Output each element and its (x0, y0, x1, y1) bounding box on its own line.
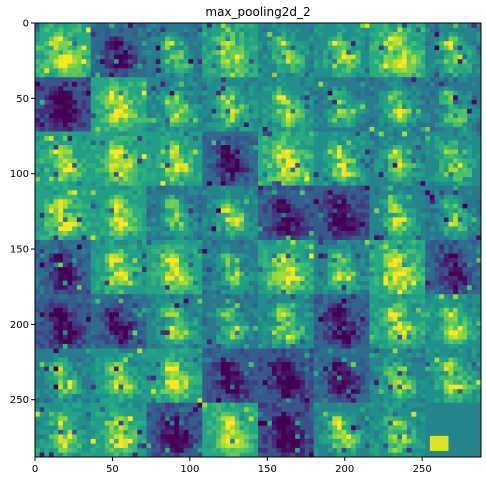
axes-frame (34, 22, 482, 458)
feature-map-tile (202, 240, 259, 295)
x-axis: 0 50 100 150 200 250 (32, 457, 432, 475)
feature-map-grid (35, 23, 482, 458)
feature-map-tile (313, 294, 370, 349)
feature-map-tile (425, 77, 482, 132)
x-tick-label: 150 (258, 464, 277, 475)
feature-map-tile (313, 23, 370, 78)
feature-map-tile (202, 402, 259, 458)
y-axis: 0 50 100 150 200 250 (10, 19, 35, 406)
y-tick-label: 50 (16, 94, 29, 105)
feature-map-tile (313, 402, 370, 458)
feature-map-tile (425, 240, 482, 295)
feature-map-tile (369, 402, 426, 458)
x-tick-label: 0 (32, 464, 38, 475)
x-tick-label: 200 (335, 464, 354, 475)
feature-map-tile (146, 402, 203, 458)
feature-map-tile (258, 402, 315, 458)
feature-map-tile (90, 23, 147, 78)
feature-map-tile (369, 131, 426, 187)
feature-map-tile (35, 131, 92, 187)
feature-map-tile (369, 185, 426, 241)
feature-map-tile (202, 348, 259, 404)
feature-map-tile (90, 77, 147, 132)
feature-map-tile (35, 77, 92, 132)
feature-map-tile (146, 348, 203, 404)
feature-map-tile (258, 294, 315, 349)
feature-map-tile (258, 23, 315, 78)
feature-map-tile (313, 77, 370, 132)
y-tick-label: 0 (23, 19, 29, 30)
feature-map-tile (35, 294, 92, 349)
feature-map-tile (425, 131, 482, 187)
y-tick-label: 250 (10, 395, 29, 406)
feature-map-tile (35, 23, 92, 78)
feature-map-tile (90, 131, 147, 187)
feature-map-tile (425, 402, 482, 458)
feature-map-tile (425, 23, 482, 78)
feature-map-tile (258, 185, 315, 241)
feature-map-tile (90, 240, 147, 295)
feature-map-tile (369, 294, 426, 349)
feature-map-tile (202, 185, 259, 241)
feature-map-tile (313, 240, 370, 295)
feature-map-tile (258, 348, 315, 404)
feature-map-tile (202, 77, 259, 132)
feature-map-tile (90, 294, 147, 349)
feature-map-tile (258, 240, 315, 295)
feature-map-tile (313, 185, 370, 241)
feature-map-tile (202, 131, 259, 187)
feature-map-tile (258, 77, 315, 132)
feature-map-tile (369, 348, 426, 404)
feature-map-tile (146, 294, 203, 349)
x-tick-label: 250 (413, 464, 432, 475)
feature-map-tile (90, 348, 147, 404)
feature-map-tile (425, 348, 482, 404)
feature-map-tile (35, 185, 92, 241)
feature-map-tile (90, 402, 147, 458)
feature-map-tile (369, 240, 426, 295)
feature-map-tile (35, 402, 92, 458)
feature-map-tile (35, 348, 92, 404)
y-tick-label: 150 (10, 245, 29, 256)
feature-map-tile (90, 185, 147, 241)
feature-map-tile (258, 131, 315, 187)
feature-map-tile (202, 23, 259, 78)
feature-map-tile (369, 23, 426, 78)
feature-map-tile (369, 77, 426, 132)
feature-map-tile (313, 348, 370, 404)
y-tick-label: 200 (10, 320, 29, 331)
feature-map-tile (202, 294, 259, 349)
feature-map-tile (146, 240, 203, 295)
x-tick-label: 50 (106, 464, 119, 475)
feature-map-tile (425, 185, 482, 241)
feature-map-tile (313, 131, 370, 187)
x-tick-label: 100 (180, 464, 199, 475)
feature-map-tile (146, 77, 203, 132)
feature-map-tile (35, 240, 92, 295)
y-tick-label: 100 (10, 169, 29, 180)
feature-map-tile (146, 131, 203, 187)
feature-map-tile (146, 23, 203, 78)
feature-map-tile (146, 185, 203, 241)
chart-title: max_pooling2d_2 (205, 5, 311, 19)
feature-map-tile (425, 294, 482, 349)
